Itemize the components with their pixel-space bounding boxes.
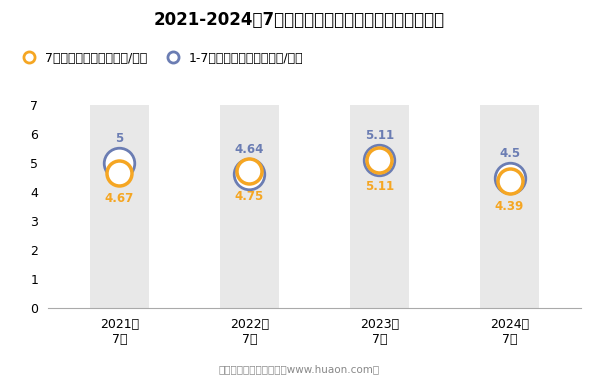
Text: 2021-2024年7月郑州商品交易所花生仁期货成交均价: 2021-2024年7月郑州商品交易所花生仁期货成交均价 [154,11,445,29]
Text: 4.67: 4.67 [105,192,134,205]
Text: 4.75: 4.75 [235,190,264,203]
Text: 4.39: 4.39 [495,200,524,214]
Text: 5.11: 5.11 [365,129,394,142]
Bar [480,105,539,308]
Text: 5.11: 5.11 [365,180,394,193]
Text: 制图：华经产业研究院（www.huaon.com）: 制图：华经产业研究院（www.huaon.com） [219,364,380,374]
Text: 4.64: 4.64 [235,143,264,156]
Bar [90,105,149,308]
Bar [220,105,279,308]
Legend: 7月期货成交均价（万元/手）, 1-7月期货成交均价（万元/手）: 7月期货成交均价（万元/手）, 1-7月期货成交均价（万元/手） [11,47,308,70]
Bar [350,105,409,308]
Text: 5: 5 [116,132,123,145]
Text: 4.5: 4.5 [499,147,520,160]
